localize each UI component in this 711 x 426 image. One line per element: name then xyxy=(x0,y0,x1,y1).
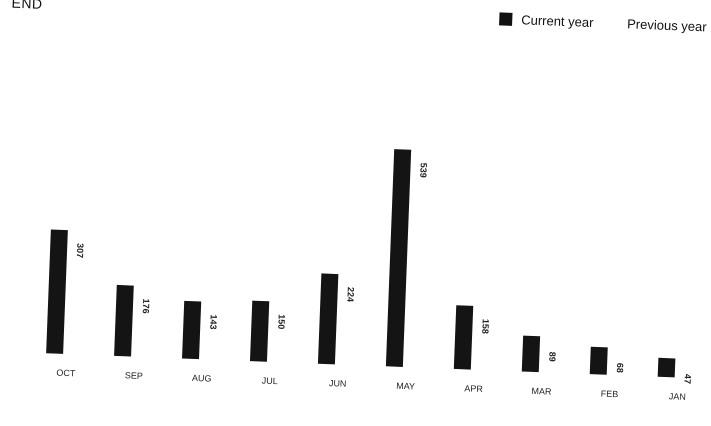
value-label-sep: 176 xyxy=(141,298,152,313)
category-label-aug: AUG xyxy=(192,373,212,384)
category-label-mar: MAR xyxy=(531,386,552,397)
bar-aug[interactable] xyxy=(182,300,202,360)
category-label-may: MAY xyxy=(396,381,415,392)
category-label-sep: SEP xyxy=(125,370,143,381)
category-label-oct: OCT xyxy=(56,368,76,379)
bar-may[interactable] xyxy=(385,149,412,367)
value-label-feb: 68 xyxy=(615,363,625,373)
bar-oct[interactable] xyxy=(46,229,68,354)
category-label-apr: APR xyxy=(464,383,483,394)
bar-jul[interactable] xyxy=(249,300,270,362)
value-label-jul: 150 xyxy=(276,314,287,329)
value-label-jan: 47 xyxy=(682,374,692,384)
bar-feb[interactable] xyxy=(589,346,608,375)
value-label-apr: 158 xyxy=(480,319,491,334)
bar-jun[interactable] xyxy=(317,273,339,365)
value-label-may: 539 xyxy=(418,163,429,178)
category-label-jan: JAN xyxy=(669,391,686,402)
value-label-oct: 307 xyxy=(75,243,86,258)
category-label-jun: JUN xyxy=(329,378,347,389)
bar-jan[interactable] xyxy=(657,357,676,378)
value-label-mar: 89 xyxy=(547,352,557,362)
bar-mar[interactable] xyxy=(521,335,541,373)
bar-apr[interactable] xyxy=(453,305,474,370)
category-label-jul: JUL xyxy=(262,376,278,387)
value-label-jun: 224 xyxy=(345,287,356,302)
bar-sep[interactable] xyxy=(114,284,134,357)
value-label-aug: 143 xyxy=(208,314,219,329)
category-label-feb: FEB xyxy=(601,389,619,400)
